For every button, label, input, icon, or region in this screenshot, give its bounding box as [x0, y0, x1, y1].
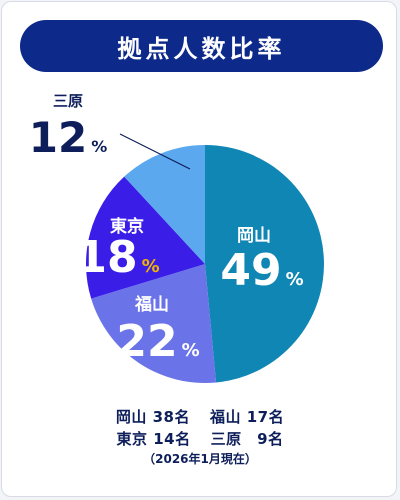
chart-title: 拠点人数比率	[20, 20, 383, 72]
pie-slice-fukuyama	[91, 264, 217, 383]
count-fukuyama: 福山 17名	[210, 408, 285, 426]
slice-value-fukuyama: 22%	[116, 316, 199, 367]
count-okayama: 岡山 38名	[115, 408, 190, 426]
pie-slice-mihara	[124, 145, 205, 264]
slice-value-tokyo: 18%	[76, 232, 159, 283]
leader-line-mihara	[119, 133, 191, 170]
slice-value-okayama: 49%	[220, 245, 303, 296]
pie-slice-okayama	[205, 145, 324, 383]
pie-slice-tokyo	[86, 176, 205, 299]
slice-label-tokyo: 東京	[110, 216, 144, 237]
count-row-1: 岡山 38名 福山 17名	[0, 406, 400, 428]
count-row-2: 東京 14名 三原 9名	[0, 428, 400, 450]
count-summary: 岡山 38名 福山 17名 東京 14名 三原 9名 （2026年1月現在）	[0, 406, 400, 468]
count-tokyo: 東京 14名	[116, 430, 191, 448]
count-mihara: 三原 9名	[210, 430, 284, 448]
slice-value-mihara: 12%	[29, 113, 107, 162]
slice-label-fukuyama: 福山	[134, 294, 169, 315]
slice-label-mihara: 三原	[53, 92, 83, 110]
date-note: （2026年1月現在）	[143, 452, 257, 466]
slice-label-okayama: 岡山	[237, 226, 271, 246]
